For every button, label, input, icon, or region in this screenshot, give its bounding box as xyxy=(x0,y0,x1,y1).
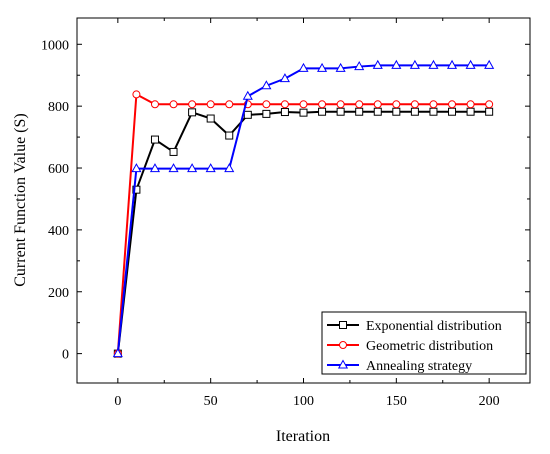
y-tick-label: 1000 xyxy=(41,38,69,53)
data-point-square xyxy=(206,114,215,123)
data-point-square xyxy=(299,108,308,117)
data-point-square xyxy=(169,147,178,156)
legend-label: Exponential distribution xyxy=(366,319,502,334)
data-point-circle xyxy=(150,100,159,109)
data-point-triangle xyxy=(149,163,161,173)
data-point-triangle xyxy=(187,163,198,173)
data-point-triangle xyxy=(372,59,383,69)
y-tick-labels: 0 200 400 600 800 1000 xyxy=(41,38,69,362)
data-point-triangle xyxy=(335,62,346,72)
data-point-triangle xyxy=(298,62,309,72)
data-point-triangle xyxy=(261,80,272,90)
data-point-triangle xyxy=(337,359,349,369)
data-point-triangle xyxy=(354,61,365,71)
data-point-square xyxy=(466,107,475,116)
x-axis-title: Iteration xyxy=(276,428,330,445)
data-point-circle xyxy=(339,341,347,349)
data-point-circle xyxy=(206,100,215,109)
data-point-circle xyxy=(355,100,364,109)
data-point-square xyxy=(150,135,159,144)
data-point-triangle xyxy=(224,163,235,173)
x-tick-label: 0 xyxy=(114,394,121,409)
data-point-triangle xyxy=(168,163,179,173)
data-point-triangle xyxy=(131,163,142,173)
data-point-circle xyxy=(429,100,438,109)
data-point-square xyxy=(410,107,419,116)
data-point-circle xyxy=(188,100,197,109)
data-point-square xyxy=(429,107,438,116)
data-point-circle xyxy=(262,100,271,109)
data-point-circle xyxy=(392,100,401,109)
data-point-circle xyxy=(299,100,308,109)
data-point-circle xyxy=(336,100,345,109)
data-point-triangle xyxy=(279,73,290,83)
data-point-circle xyxy=(410,100,419,109)
axis-ticks xyxy=(77,18,530,383)
x-tick-label: 100 xyxy=(293,394,314,409)
series xyxy=(113,90,494,358)
x-tick-labels: 0 50 100 150 200 xyxy=(114,394,499,409)
data-point-square xyxy=(485,107,494,116)
legend-box xyxy=(321,311,527,375)
series xyxy=(113,107,494,358)
y-tick-label: 0 xyxy=(62,348,69,363)
data-point-triangle xyxy=(484,59,495,69)
data-point-circle xyxy=(225,100,234,109)
data-point-square xyxy=(355,107,364,116)
data-point-circle xyxy=(132,90,141,99)
data-point-circle xyxy=(485,100,494,109)
series xyxy=(112,59,495,358)
data-point-square xyxy=(132,185,141,194)
y-tick-label: 400 xyxy=(48,224,69,239)
data-point-square xyxy=(188,108,197,117)
data-point-triangle xyxy=(409,59,420,69)
data-point-square xyxy=(225,131,234,140)
data-point-circle xyxy=(280,100,289,109)
x-tick-label: 150 xyxy=(386,394,407,409)
data-point-square xyxy=(262,109,271,118)
data-point-square xyxy=(339,321,347,329)
x-tick-label: 50 xyxy=(204,394,218,409)
data-point-square xyxy=(336,107,345,116)
y-tick-label: 600 xyxy=(48,162,69,177)
data-point-circle xyxy=(169,100,178,109)
legend-label: Annealing strategy xyxy=(366,359,472,374)
data-point-square xyxy=(318,107,327,116)
y-tick-label: 800 xyxy=(48,100,69,115)
legend-label: Geometric distribution xyxy=(366,339,493,354)
x-tick-label: 200 xyxy=(479,394,500,409)
data-point-triangle xyxy=(205,163,216,173)
data-point-triangle xyxy=(465,59,476,69)
series-group xyxy=(112,59,495,358)
data-point-triangle xyxy=(317,62,328,72)
data-point-square xyxy=(392,107,401,116)
data-point-circle xyxy=(448,100,457,109)
data-point-triangle xyxy=(391,59,402,69)
data-point-circle xyxy=(318,100,327,109)
data-point-square xyxy=(373,107,382,116)
y-tick-label: 200 xyxy=(48,286,69,301)
data-point-triangle xyxy=(446,59,458,69)
data-point-square xyxy=(280,108,289,117)
data-point-triangle xyxy=(428,59,439,69)
data-point-circle xyxy=(373,100,382,109)
data-point-triangle xyxy=(242,90,253,100)
y-axis-title: Current Function Value (S) xyxy=(12,113,29,286)
data-point-circle xyxy=(466,100,475,109)
data-point-triangle xyxy=(112,348,123,358)
data-point-square xyxy=(448,107,457,116)
data-point-square xyxy=(243,110,252,119)
legend: Exponential distribution Geometric distri… xyxy=(321,311,527,375)
